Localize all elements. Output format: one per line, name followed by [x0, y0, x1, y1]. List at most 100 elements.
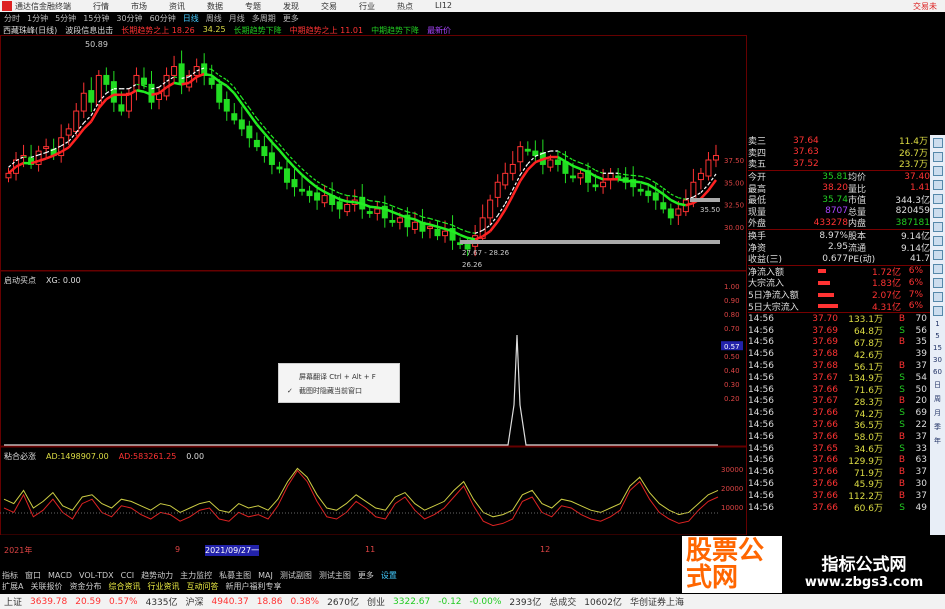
window-icon[interactable]: [932, 292, 943, 302]
mail-icon[interactable]: [932, 236, 943, 246]
share-icon[interactable]: [932, 180, 943, 190]
tick-time: 14:56: [748, 384, 774, 395]
toolbar-period[interactable]: 30: [933, 356, 942, 364]
signal-line-segment: [407, 211, 416, 214]
quote-row: 净资 2.95 流通 9.14亿: [748, 241, 930, 254]
signal-line-segment: [482, 224, 491, 231]
tick-time: 14:56: [748, 337, 774, 348]
info-tab[interactable]: 互动问答: [186, 582, 219, 591]
indicator-tab[interactable]: MACD: [48, 571, 72, 580]
context-menu-item[interactable]: 屏幕翻译 Ctrl + Alt + F: [287, 370, 391, 384]
trade-status[interactable]: 交易未: [913, 1, 937, 11]
info-tab[interactable]: 新用户福利专享: [225, 582, 282, 591]
indicator-tab[interactable]: 主力监控: [180, 571, 213, 580]
tick-price: 37.66: [812, 408, 838, 419]
quote-cell: 量比: [848, 184, 867, 195]
signal-line-segment: [151, 86, 160, 90]
grid-icon[interactable]: [932, 222, 943, 232]
candle: [675, 208, 682, 216]
toolbar-period[interactable]: 日: [934, 381, 941, 389]
tick-time: 14:56: [748, 502, 774, 513]
candle: [238, 119, 245, 130]
period-tab[interactable]: 60分钟: [149, 14, 176, 23]
toolbar-period[interactable]: 1: [935, 320, 940, 328]
toolbar-period[interactable]: 季: [934, 423, 941, 431]
toolbar-period[interactable]: 5: [935, 332, 940, 340]
edit-icon[interactable]: [932, 278, 943, 288]
info-tab[interactable]: 行业资讯: [147, 582, 180, 591]
ma-line-segment: [685, 201, 694, 207]
menu-bar: 通达信金融终端 行情 市场 资讯 数据 专题 发现 交易 行业 热点 LI12 交易未: [0, 0, 945, 12]
menu-3[interactable]: 数据: [207, 1, 223, 11]
person-icon[interactable]: [932, 250, 943, 260]
menu-2[interactable]: 资讯: [169, 1, 185, 11]
period-tab[interactable]: 分时: [4, 14, 20, 23]
chart-area[interactable]: 50.89 27.67 - 28.26 26.26 35.50 37.50 35.…: [0, 35, 748, 535]
menu-1[interactable]: 市场: [131, 1, 147, 11]
toolbar-period[interactable]: 周: [934, 395, 941, 403]
refresh-icon[interactable]: [932, 166, 943, 176]
period-tab[interactable]: 15分钟: [83, 14, 110, 23]
menu-5[interactable]: 发现: [283, 1, 299, 11]
tick-count: 56: [915, 325, 927, 336]
indicator-tab[interactable]: MAJ: [258, 571, 273, 580]
period-tab[interactable]: 日线: [182, 14, 199, 23]
signal-line-segment: [286, 152, 295, 162]
tick-side: B: [898, 360, 905, 371]
gear-icon[interactable]: [932, 208, 943, 218]
chart-icon[interactable]: [932, 306, 943, 316]
menu-8[interactable]: 热点: [397, 1, 413, 11]
period-tab[interactable]: 月线: [228, 14, 245, 23]
signal-line-segment: [8, 160, 17, 168]
cube-icon[interactable]: [932, 194, 943, 204]
indicator-tab[interactable]: 更多: [357, 571, 374, 580]
toolbar-period[interactable]: 月: [934, 409, 941, 417]
info-tab[interactable]: 扩展A: [2, 582, 24, 591]
menu-9[interactable]: LI12: [435, 0, 452, 10]
indicator-tab[interactable]: 测试主图: [318, 571, 351, 580]
pen-icon[interactable]: [932, 152, 943, 162]
low-label-2: 26.26: [462, 261, 483, 269]
period-tab[interactable]: 更多: [282, 14, 299, 23]
candle: [299, 188, 306, 192]
info-tab[interactable]: 综合资讯: [108, 582, 141, 591]
indicator-tab[interactable]: 测试副图: [279, 571, 312, 580]
indicator-tab[interactable]: 设置: [380, 571, 397, 580]
candle: [344, 204, 351, 213]
signal-line-segment: [459, 228, 468, 233]
candle: [487, 199, 494, 219]
period-tab[interactable]: 周线: [205, 14, 222, 23]
menu-6[interactable]: 交易: [321, 1, 337, 11]
info-tab[interactable]: 关联报价: [30, 582, 63, 591]
toolbar-period[interactable]: 年: [934, 437, 941, 445]
candle: [73, 110, 80, 133]
signal-line-segment: [377, 200, 385, 204]
y-tick: 0.90: [724, 297, 740, 305]
candle: [223, 98, 230, 112]
toolbar-period[interactable]: 15: [933, 344, 942, 352]
ma-line-segment: [82, 120, 93, 130]
period-tab[interactable]: 5分钟: [55, 14, 77, 23]
menu-0[interactable]: 行情: [93, 1, 109, 11]
toolbar-period[interactable]: 60: [933, 368, 942, 376]
menu-7[interactable]: 行业: [359, 1, 375, 11]
indicator-tab[interactable]: 趋势动力: [141, 571, 174, 580]
plus-icon[interactable]: [932, 264, 943, 274]
tick-side: B: [898, 490, 905, 501]
context-menu-item[interactable]: ✓ 截图时隐藏当前窗口: [287, 384, 391, 398]
period-tab[interactable]: 30分钟: [116, 14, 143, 23]
candle: [554, 159, 561, 165]
indicator-tab[interactable]: 窗口: [25, 571, 41, 580]
indicator-tab[interactable]: 私募主图: [219, 571, 252, 580]
period-tab[interactable]: 多周期: [251, 14, 276, 23]
tick-side: B: [898, 467, 905, 478]
period-tab[interactable]: 1分钟: [27, 14, 49, 23]
indicator-tab[interactable]: 指标: [2, 571, 18, 580]
indicator-tab[interactable]: CCI: [120, 571, 135, 580]
candle: [178, 63, 185, 85]
info-tab[interactable]: 资金分布: [69, 582, 102, 591]
indicator-tab[interactable]: VOL-TDX: [78, 571, 114, 580]
menu-4[interactable]: 专题: [245, 1, 261, 11]
zoom-icon[interactable]: [932, 138, 943, 148]
quote-cell: 8707: [825, 206, 848, 217]
